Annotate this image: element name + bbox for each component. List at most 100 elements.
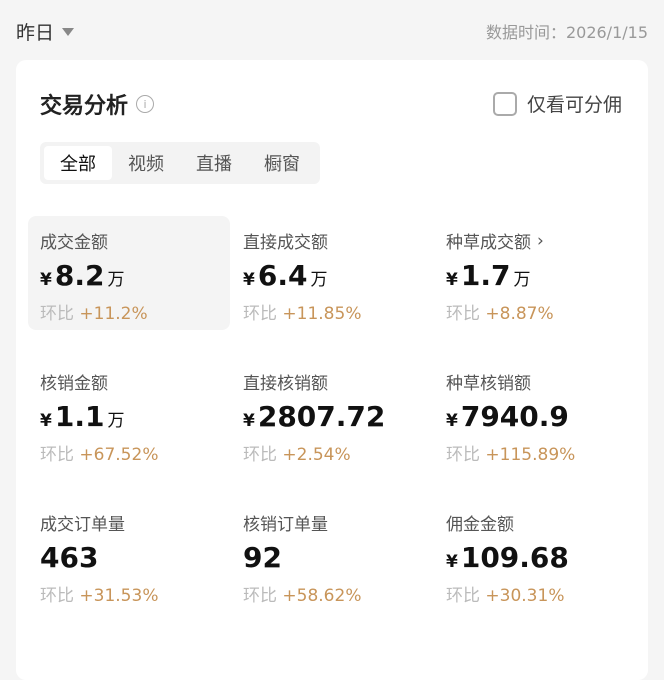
metric-change: 环比 +8.87% xyxy=(446,299,624,324)
metric-value: ¥1.7 万 xyxy=(446,259,624,295)
metric-value: ¥109.68 xyxy=(446,541,624,577)
currency-symbol: ¥ xyxy=(40,270,52,290)
change-value: +11.2% xyxy=(79,304,148,324)
caret-down-icon xyxy=(62,28,75,36)
change-label: 环比 xyxy=(446,445,480,465)
top-bar: 昨日 数据时间：2026/1/15 xyxy=(16,16,648,46)
change-label: 环比 xyxy=(243,445,277,465)
chevron-right-icon[interactable]: › xyxy=(537,230,544,251)
metric-label-text: 种草成交额 xyxy=(446,233,531,253)
metric-number: 463 xyxy=(40,541,99,574)
metric-label: 直接成交额 xyxy=(243,228,421,253)
metric-change: 环比 +67.52% xyxy=(40,440,218,465)
change-value: +58.62% xyxy=(282,586,362,606)
metric-unit: 万 xyxy=(310,270,328,290)
metric-number: 1.7 xyxy=(460,259,511,292)
metric-value: 463 xyxy=(40,541,218,577)
change-label: 环比 xyxy=(40,586,74,606)
metric-card[interactable]: 种草核销额 ¥7940.9 环比 +115.89% xyxy=(434,357,636,471)
checkbox-icon[interactable] xyxy=(492,91,517,116)
metric-number: 2807.72 xyxy=(257,400,386,433)
trade-analysis-card: 交易分析 i 仅看可分佣 全部 视频 直播 橱窗 成交金额 ¥8.2 万 环比 +… xyxy=(16,60,648,680)
metric-change: 环比 +2.54% xyxy=(243,440,421,465)
metric-value: ¥1.1 万 xyxy=(40,400,218,436)
metric-label-text: 直接成交额 xyxy=(243,233,328,253)
metric-change: 环比 +31.53% xyxy=(40,581,218,606)
metric-unit: 万 xyxy=(107,411,125,431)
metric-label: 种草成交额 › xyxy=(446,228,624,254)
metric-label: 种草核销额 xyxy=(446,369,624,394)
metric-card[interactable]: 直接成交额 ¥6.4 万 环比 +11.85% xyxy=(231,216,433,330)
metric-change: 环比 +11.85% xyxy=(243,299,421,324)
metric-card[interactable]: 佣金金额 ¥109.68 环比 +30.31% xyxy=(434,498,636,612)
metric-label-text: 核销订单量 xyxy=(243,515,328,535)
change-label: 环比 xyxy=(40,304,74,324)
currency-symbol: ¥ xyxy=(446,270,458,290)
metric-label: 佣金金额 xyxy=(446,510,624,535)
info-icon[interactable]: i xyxy=(136,95,155,113)
metric-card[interactable]: 成交金额 ¥8.2 万 环比 +11.2% xyxy=(28,216,230,330)
change-label: 环比 xyxy=(446,586,480,606)
metric-unit: 万 xyxy=(513,270,531,290)
metric-number: 6.4 xyxy=(257,259,308,292)
change-value: +30.31% xyxy=(485,586,565,606)
metric-change: 环比 +115.89% xyxy=(446,440,624,465)
metric-label-text: 核销金额 xyxy=(40,374,108,394)
metric-label: 成交金额 xyxy=(40,228,218,253)
change-value: +31.53% xyxy=(79,586,159,606)
metric-number: 1.1 xyxy=(54,400,105,433)
metric-card[interactable]: 核销金额 ¥1.1 万 环比 +67.52% xyxy=(28,357,230,471)
metric-label-text: 成交订单量 xyxy=(40,515,125,535)
change-label: 环比 xyxy=(40,445,74,465)
currency-symbol: ¥ xyxy=(446,411,458,431)
metric-label-text: 种草核销额 xyxy=(446,374,531,394)
currency-symbol: ¥ xyxy=(243,270,255,290)
change-value: +115.89% xyxy=(485,445,576,465)
tab-showcase[interactable]: 橱窗 xyxy=(264,154,300,175)
period-dropdown[interactable]: 昨日 xyxy=(16,18,75,45)
tab-live[interactable]: 直播 xyxy=(196,154,232,175)
currency-symbol: ¥ xyxy=(446,552,458,572)
tab-video[interactable]: 视频 xyxy=(128,154,164,175)
change-label: 环比 xyxy=(243,304,277,324)
metric-unit: 万 xyxy=(107,270,125,290)
card-title: 交易分析 i xyxy=(40,88,155,120)
change-value: +2.54% xyxy=(282,445,351,465)
metric-label: 成交订单量 xyxy=(40,510,218,535)
card-title-text: 交易分析 xyxy=(40,94,129,119)
currency-symbol: ¥ xyxy=(243,411,255,431)
checkbox-label: 仅看可分佣 xyxy=(526,94,622,116)
metric-value: ¥8.2 万 xyxy=(40,259,218,295)
metric-card[interactable]: 核销订单量 92 环比 +58.62% xyxy=(231,498,433,612)
channel-tabs: 全部 视频 直播 橱窗 xyxy=(40,142,320,184)
metric-label: 核销订单量 xyxy=(243,510,421,535)
change-label: 环比 xyxy=(446,304,480,324)
metric-card[interactable]: 直接核销额 ¥2807.72 环比 +2.54% xyxy=(231,357,433,471)
metric-card[interactable]: 种草成交额 › ¥1.7 万 环比 +8.87% xyxy=(434,216,636,330)
metric-change: 环比 +58.62% xyxy=(243,581,421,606)
metric-change: 环比 +30.31% xyxy=(446,581,624,606)
metric-label-text: 佣金金额 xyxy=(446,515,514,535)
metric-value: 92 xyxy=(243,541,421,577)
change-label: 环比 xyxy=(243,586,277,606)
metric-label-text: 成交金额 xyxy=(40,233,108,253)
metric-number: 8.2 xyxy=(54,259,105,292)
change-value: +11.85% xyxy=(282,304,362,324)
metric-value: ¥6.4 万 xyxy=(243,259,421,295)
metric-number: 92 xyxy=(243,541,282,574)
metric-label: 直接核销额 xyxy=(243,369,421,394)
change-value: +8.87% xyxy=(485,304,554,324)
data-time: 数据时间：2026/1/15 xyxy=(485,23,648,42)
tab-all[interactable]: 全部 xyxy=(44,146,112,180)
metric-label: 核销金额 xyxy=(40,369,218,394)
metric-card[interactable]: 成交订单量 463 环比 +31.53% xyxy=(28,498,230,612)
currency-symbol: ¥ xyxy=(40,411,52,431)
metric-change: 环比 +11.2% xyxy=(40,299,218,324)
metric-value: ¥2807.72 xyxy=(243,400,421,436)
metric-label-text: 直接核销额 xyxy=(243,374,328,394)
metric-number: 109.68 xyxy=(460,541,569,574)
metric-value: ¥7940.9 xyxy=(446,400,624,436)
metric-number: 7940.9 xyxy=(460,400,569,433)
commission-only-checkbox[interactable]: 仅看可分佣 xyxy=(492,90,622,117)
change-value: +67.52% xyxy=(79,445,159,465)
